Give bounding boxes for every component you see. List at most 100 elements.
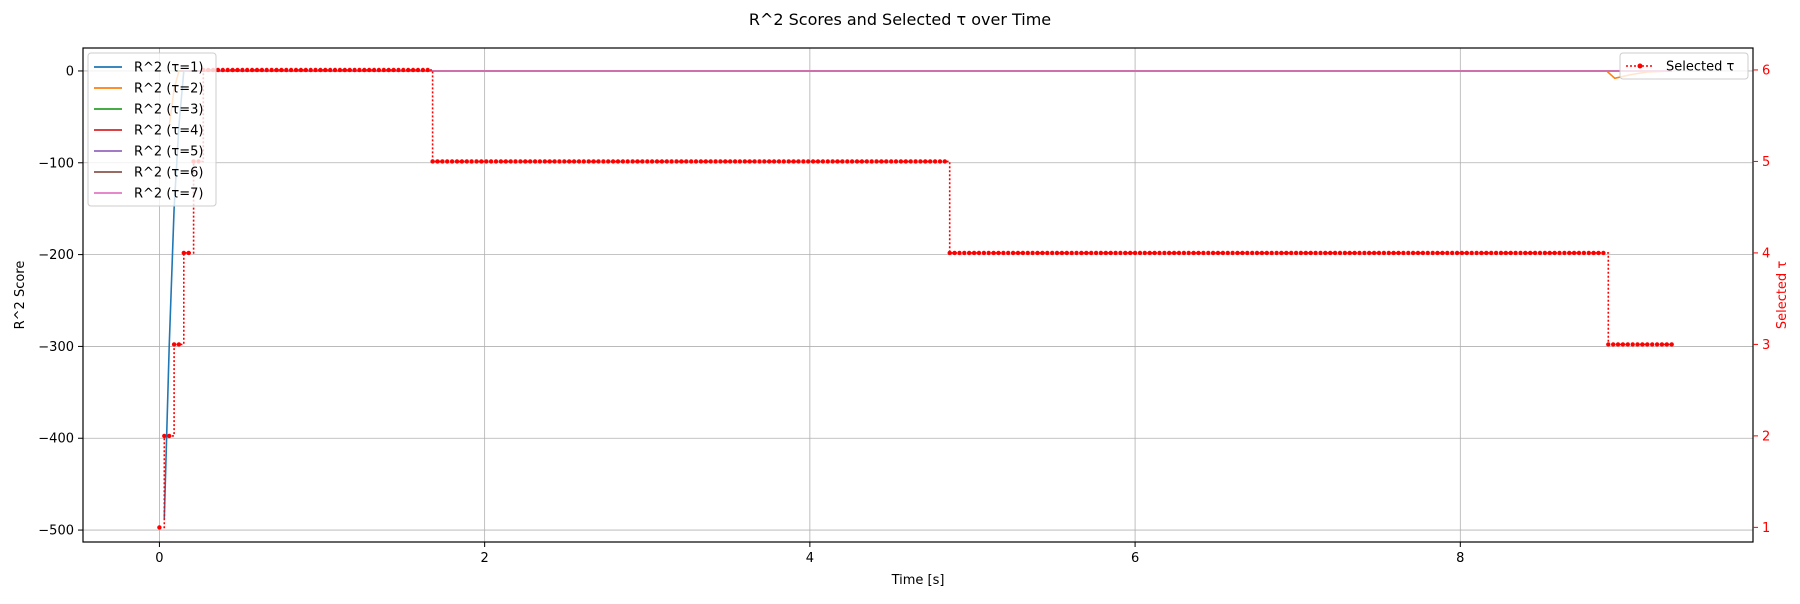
selected-tau-point	[967, 250, 972, 256]
legend-label-tau-1: R^2 (τ=1)	[134, 61, 203, 76]
selected-tau-point	[1479, 250, 1484, 256]
legend-label-selected: Selected τ	[1666, 60, 1734, 75]
selected-tau-point	[1669, 342, 1674, 347]
selected-tau-point	[903, 159, 908, 164]
selected-tau-point	[1459, 250, 1465, 256]
selected-tau-point	[1576, 250, 1582, 256]
legend-label-tau-2: R^2 (τ=2)	[134, 82, 203, 97]
selected-tau-point	[820, 159, 826, 164]
selected-tau-point	[845, 159, 850, 164]
selected-tau-point	[601, 159, 606, 164]
selected-tau-point	[1620, 342, 1626, 347]
selected-tau-point	[1396, 250, 1401, 256]
selected-tau-point	[1103, 250, 1109, 256]
selected-tau-point	[1410, 250, 1416, 256]
selected-tau-point	[1235, 250, 1240, 256]
selected-tau-point	[264, 67, 269, 73]
selected-tau-point	[640, 159, 645, 164]
selected-tau-point	[1454, 250, 1460, 256]
selected-tau-point	[947, 250, 952, 256]
selected-tau-point	[571, 159, 577, 164]
selected-tau-point	[440, 159, 445, 164]
selected-tau-point	[893, 159, 899, 164]
selected-tau-point	[1464, 250, 1470, 256]
selected-tau-point	[401, 67, 406, 73]
selected-tau-point	[454, 159, 460, 164]
selected-tau-point	[669, 159, 674, 164]
selected-tau-point	[1445, 250, 1450, 256]
y-tick-label: −300	[38, 340, 74, 355]
selected-tau-point	[171, 342, 177, 347]
selected-tau-point	[1650, 342, 1655, 347]
selected-tau-point	[796, 159, 801, 164]
selected-tau-point	[864, 159, 869, 164]
selected-tau-point	[596, 159, 601, 164]
selected-tau-point	[1206, 250, 1211, 256]
selected-tau-point	[1201, 250, 1206, 256]
selected-tau-point	[1381, 250, 1387, 256]
x-tick-label: 4	[806, 551, 814, 566]
y2-tick-label: 1	[1762, 521, 1770, 536]
legend-box	[87, 52, 217, 207]
selected-tau-point	[1191, 250, 1196, 256]
selected-tau-point	[406, 67, 411, 73]
selected-tau-point	[854, 159, 860, 164]
selected-tau-point	[645, 159, 650, 164]
selected-tau-point	[1440, 250, 1445, 256]
selected-tau-point	[1093, 250, 1099, 256]
selected-tau-point	[308, 67, 313, 73]
selected-tau-point	[1401, 250, 1406, 256]
selected-tau-point	[357, 67, 362, 73]
selected-tau-point	[376, 67, 382, 73]
selected-tau-point	[1537, 250, 1543, 256]
selected-tau-point	[1279, 250, 1284, 256]
selected-tau-point	[1352, 250, 1357, 256]
selected-tau-point	[371, 67, 377, 73]
selected-tau-point	[1152, 250, 1157, 256]
selected-tau-point	[1513, 250, 1518, 256]
selected-tau-point	[1298, 250, 1304, 256]
selected-tau-point	[474, 159, 479, 164]
selected-tau-point	[1484, 250, 1489, 256]
selected-tau-point	[1508, 250, 1513, 256]
selected-tau-point	[1289, 250, 1294, 256]
selected-tau-point	[1020, 250, 1026, 256]
selected-tau-point	[1196, 250, 1201, 256]
selected-tau-point	[757, 159, 762, 164]
selected-tau-point	[825, 159, 830, 164]
selected-tau-point	[762, 159, 767, 164]
selected-tau-point	[635, 159, 640, 164]
selected-tau-point	[1050, 250, 1055, 256]
selected-tau-point	[1367, 250, 1372, 256]
selected-tau-point	[830, 159, 835, 164]
selected-tau-point	[1615, 342, 1621, 347]
selected-tau-point	[542, 159, 547, 164]
selected-tau-point	[518, 159, 523, 164]
selected-tau-point	[303, 67, 308, 73]
selected-tau-point	[459, 159, 465, 164]
selected-tau-point	[718, 159, 723, 164]
selected-tau-point	[181, 250, 186, 256]
selected-tau-point	[908, 159, 913, 164]
selected-tau-point	[698, 159, 704, 164]
selected-tau-point	[1357, 250, 1362, 256]
selected-tau-point	[381, 67, 386, 73]
selected-tau-point	[1596, 250, 1601, 256]
selected-tau-point	[391, 67, 396, 73]
y-axis-label: R^2 Score	[13, 261, 28, 330]
selected-tau-point	[259, 67, 265, 73]
selected-tau-point	[1645, 342, 1650, 347]
selected-tau-point	[786, 159, 791, 164]
selected-tau-point	[620, 159, 626, 164]
selected-tau-point	[1601, 250, 1606, 256]
selected-tau-point	[1225, 250, 1231, 256]
selected-tau-point	[1586, 250, 1592, 256]
selected-tau-point	[1337, 250, 1343, 256]
selected-tau-point	[562, 159, 567, 164]
selected-tau-point	[1001, 250, 1006, 256]
selected-tau-point	[552, 159, 557, 164]
selected-tau-point	[1606, 342, 1611, 347]
selected-tau-point	[918, 159, 923, 164]
selected-tau-point	[1245, 250, 1250, 256]
